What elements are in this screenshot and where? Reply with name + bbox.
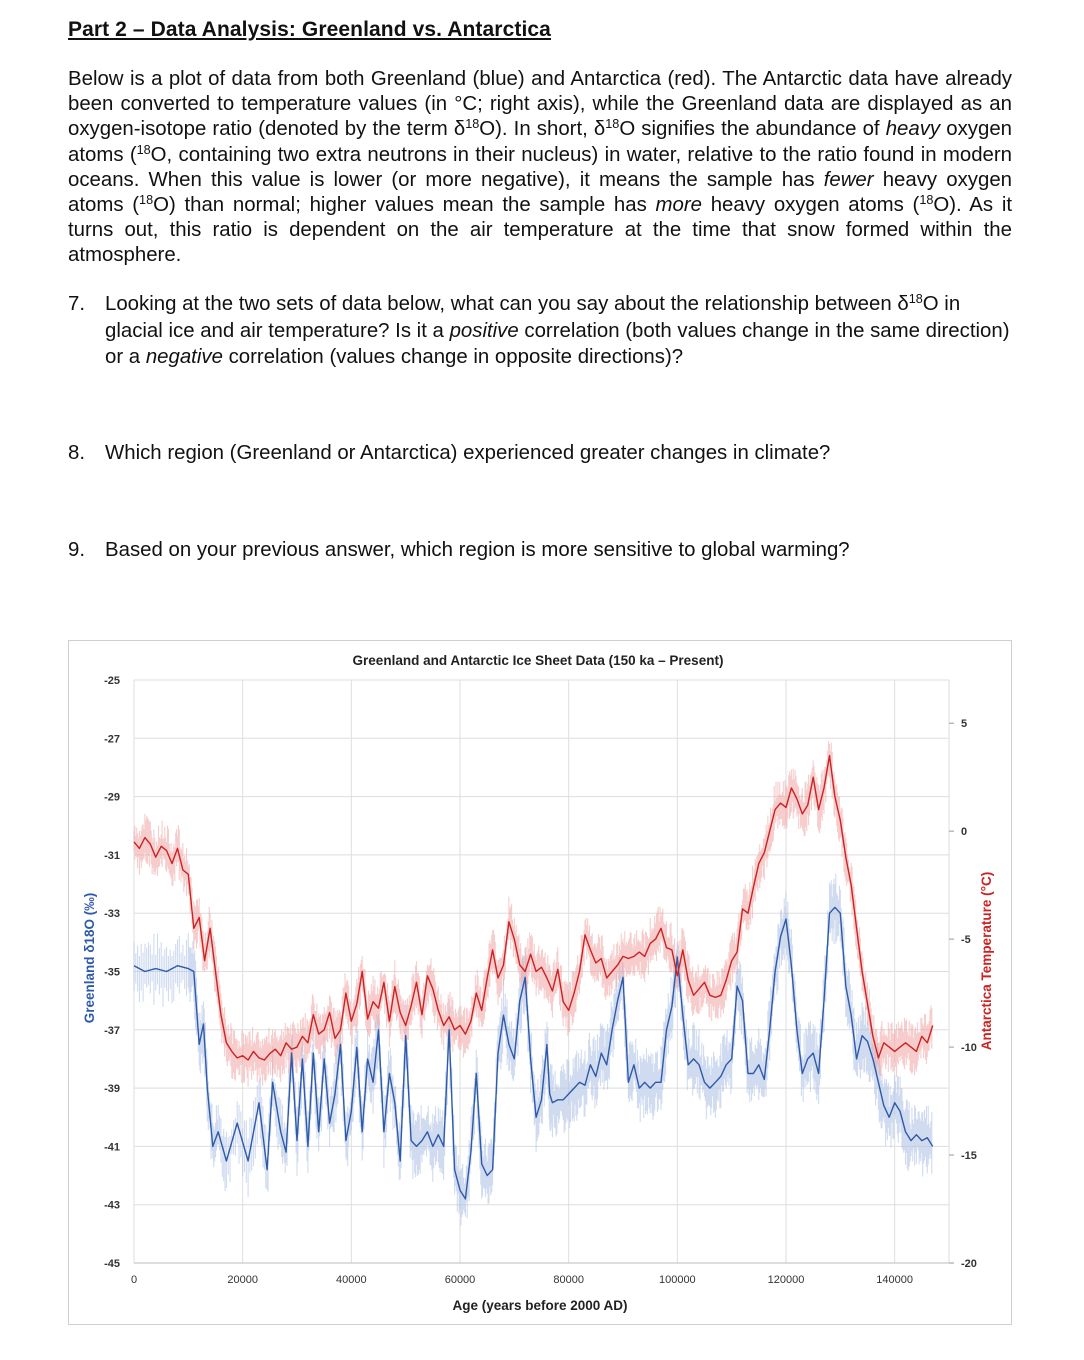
x-axis-label: Age (years before 2000 AD) — [452, 1298, 627, 1313]
left-tick-label: -37 — [104, 1025, 120, 1037]
right-tick-label: -20 — [961, 1258, 977, 1270]
left-tick-label: -27 — [104, 733, 120, 745]
antarctica-series-line — [133, 754, 934, 1061]
chart-title: Greenland and Antarctic Ice Sheet Data (… — [353, 653, 724, 668]
question-7: 7. Looking at the two sets of data below… — [68, 291, 1012, 371]
x-tick-label: 0 — [131, 1274, 137, 1286]
x-tick-label: 120000 — [768, 1274, 805, 1286]
x-tick-label: 40000 — [336, 1274, 367, 1286]
x-tick-label: 80000 — [553, 1274, 584, 1286]
left-tick-label: -39 — [104, 1083, 120, 1095]
right-tick-label: -5 — [961, 934, 971, 946]
page-heading: Part 2 – Data Analysis: Greenland vs. An… — [68, 18, 551, 41]
question-number: 9. — [68, 539, 86, 561]
chart-tick-labels: -25 -27 -29 -31 -33 -35 -37 -39 -41 -43 -45 5 0 -5 -10… — [104, 675, 977, 1286]
intro-paragraph: Below is a plot of data from both Greenl… — [68, 68, 1013, 267]
question-text: Which region (Greenland or Antarctica) e… — [105, 442, 831, 464]
question-9: 9. Based on your previous answer, which … — [68, 537, 1012, 564]
right-tick-label: -10 — [961, 1042, 977, 1054]
left-tick-label: -41 — [104, 1141, 120, 1153]
question-text: Based on your previous answer, which reg… — [105, 539, 850, 561]
left-tick-label: -45 — [104, 1258, 120, 1270]
x-tick-label: 60000 — [445, 1274, 476, 1286]
left-tick-label: -33 — [104, 908, 120, 920]
question-text: Looking at the two sets of data below, w… — [105, 292, 1010, 368]
x-tick-label: 140000 — [876, 1274, 913, 1286]
question-number: 8. — [68, 442, 86, 464]
x-tick-label: 20000 — [227, 1274, 258, 1286]
ice-sheet-chart: -25 -27 -29 -31 -33 -35 -37 -39 -41 -43 -45 5 0 -5 -10… — [68, 640, 1012, 1325]
left-tick-label: -29 — [104, 792, 120, 804]
question-number: 7. — [68, 293, 86, 315]
right-tick-label: 0 — [961, 826, 967, 838]
question-8: 8. Which region (Greenland or Antarctica… — [68, 440, 1012, 467]
left-axis-label: Greenland δ18O (‰) — [82, 893, 97, 1023]
right-tick-label: 5 — [961, 718, 967, 730]
right-tick-label: -15 — [961, 1150, 977, 1162]
greenland-series-line — [133, 906, 934, 1200]
left-tick-label: -35 — [104, 967, 120, 979]
left-tick-label: -31 — [104, 850, 120, 862]
x-tick-label: 100000 — [659, 1274, 696, 1286]
left-tick-label: -43 — [104, 1200, 120, 1212]
left-tick-label: -25 — [104, 675, 120, 687]
right-axis-label: Antarctica Temperature (°C) — [979, 872, 994, 1050]
